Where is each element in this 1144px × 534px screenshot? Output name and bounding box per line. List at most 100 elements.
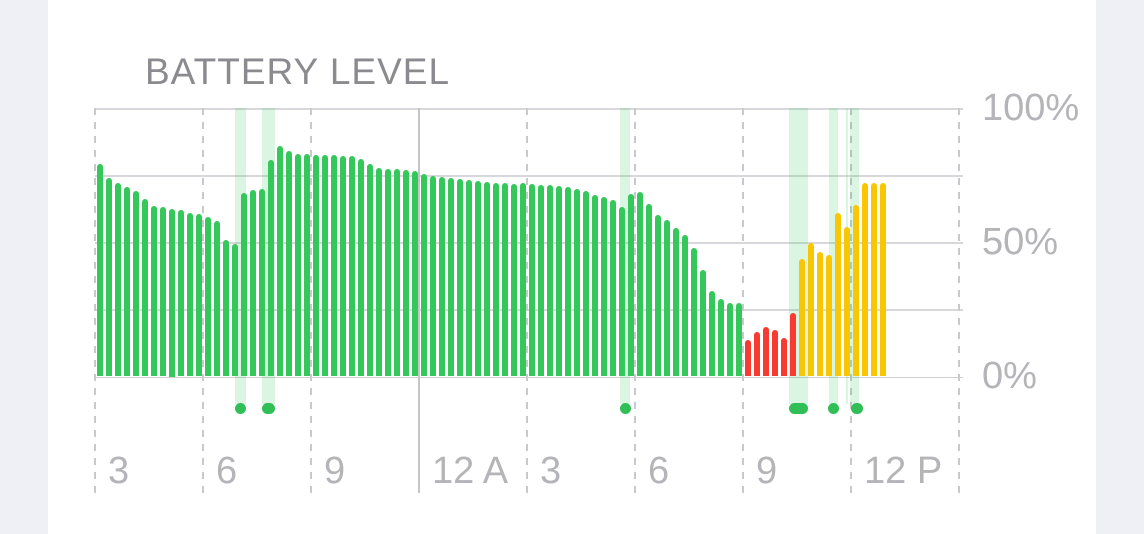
battery-bar[interactable]: [492, 182, 500, 377]
battery-bar[interactable]: [519, 183, 527, 377]
battery-bar[interactable]: [447, 177, 455, 377]
x-tick-label: 6: [648, 450, 670, 492]
battery-bar[interactable]: [852, 204, 860, 377]
battery-bar[interactable]: [672, 228, 680, 377]
battery-bar[interactable]: [699, 269, 707, 377]
battery-bar[interactable]: [240, 192, 248, 377]
battery-bar[interactable]: [267, 160, 275, 377]
battery-bar[interactable]: [708, 290, 716, 377]
battery-bar[interactable]: [159, 207, 167, 377]
battery-bar[interactable]: [375, 168, 383, 377]
battery-bar[interactable]: [312, 154, 320, 377]
battery-bar[interactable]: [771, 329, 779, 377]
battery-bar[interactable]: [393, 169, 401, 377]
battery-bar[interactable]: [96, 164, 104, 377]
battery-bar[interactable]: [330, 154, 338, 377]
battery-bar[interactable]: [591, 195, 599, 377]
grid-vline: [94, 108, 96, 493]
battery-bar[interactable]: [717, 298, 725, 377]
battery-bar[interactable]: [537, 184, 545, 377]
battery-bar[interactable]: [384, 168, 392, 377]
battery-bar[interactable]: [870, 182, 878, 377]
battery-bar[interactable]: [213, 220, 221, 377]
battery-bar[interactable]: [555, 185, 563, 377]
battery-bar[interactable]: [816, 251, 824, 377]
battery-bar[interactable]: [114, 183, 122, 377]
battery-bar[interactable]: [807, 242, 815, 377]
battery-bar[interactable]: [465, 180, 473, 377]
charge-dot: [789, 402, 808, 414]
battery-bar[interactable]: [168, 208, 176, 377]
battery-bar[interactable]: [105, 177, 113, 377]
battery-bar[interactable]: [339, 155, 347, 377]
charge-band: [235, 108, 246, 404]
battery-bar[interactable]: [618, 207, 626, 377]
battery-bar[interactable]: [744, 339, 752, 377]
battery-bar[interactable]: [735, 302, 743, 377]
battery-bar[interactable]: [834, 212, 842, 377]
battery-bar[interactable]: [402, 169, 410, 377]
x-tick-label: 3: [108, 450, 130, 492]
battery-bar[interactable]: [123, 187, 131, 377]
battery-bar[interactable]: [600, 197, 608, 377]
battery-bar[interactable]: [258, 188, 266, 377]
battery-bar[interactable]: [609, 200, 617, 377]
battery-bar[interactable]: [654, 215, 662, 377]
battery-bar[interactable]: [762, 326, 770, 377]
battery-bar[interactable]: [132, 191, 140, 377]
battery-bar[interactable]: [177, 210, 185, 377]
x-tick-label: 9: [324, 450, 346, 492]
battery-bar[interactable]: [303, 154, 311, 377]
battery-bar[interactable]: [528, 184, 536, 377]
battery-bar[interactable]: [195, 214, 203, 377]
grid-vline: [634, 108, 636, 493]
battery-bar[interactable]: [357, 159, 365, 377]
battery-bar[interactable]: [582, 190, 590, 377]
battery-bar[interactable]: [222, 239, 230, 377]
battery-bar[interactable]: [780, 337, 788, 377]
battery-bar[interactable]: [420, 173, 428, 377]
battery-bar[interactable]: [456, 179, 464, 377]
battery-bar[interactable]: [249, 189, 257, 377]
battery-bar[interactable]: [411, 170, 419, 377]
battery-bar[interactable]: [501, 183, 509, 377]
battery-bar[interactable]: [276, 145, 284, 377]
battery-bar[interactable]: [573, 188, 581, 377]
battery-bar[interactable]: [294, 153, 302, 377]
battery-bar[interactable]: [429, 175, 437, 377]
battery-bar[interactable]: [861, 182, 869, 377]
battery-bar[interactable]: [186, 212, 194, 377]
battery-bar[interactable]: [681, 235, 689, 377]
battery-bar[interactable]: [753, 331, 761, 377]
battery-bar[interactable]: [645, 204, 653, 377]
battery-bar[interactable]: [690, 247, 698, 377]
battery-bar[interactable]: [141, 199, 149, 377]
battery-bar[interactable]: [474, 181, 482, 377]
battery-bar[interactable]: [510, 183, 518, 377]
battery-bar[interactable]: [483, 182, 491, 377]
battery-bar[interactable]: [789, 312, 797, 377]
battery-bar[interactable]: [204, 216, 212, 377]
grid-hline: [95, 376, 963, 379]
battery-bar[interactable]: [726, 302, 734, 377]
left-margin-strip: [0, 0, 48, 534]
battery-bar[interactable]: [438, 177, 446, 377]
battery-bar[interactable]: [321, 154, 329, 377]
y-tick-label: 100%: [982, 86, 1080, 129]
battery-bar[interactable]: [627, 194, 635, 377]
grid-hline: [95, 108, 963, 110]
battery-bar[interactable]: [663, 220, 671, 377]
battery-bar[interactable]: [825, 254, 833, 377]
battery-bar[interactable]: [546, 185, 554, 377]
battery-bar[interactable]: [150, 206, 158, 377]
battery-bar[interactable]: [564, 186, 572, 377]
battery-bar[interactable]: [366, 164, 374, 377]
battery-bar[interactable]: [636, 191, 644, 377]
battery-bar[interactable]: [348, 156, 356, 377]
battery-bar[interactable]: [285, 150, 293, 377]
battery-bar[interactable]: [231, 243, 239, 377]
battery-bar[interactable]: [843, 227, 851, 377]
battery-bar[interactable]: [879, 183, 887, 377]
battery-bar[interactable]: [798, 259, 806, 377]
